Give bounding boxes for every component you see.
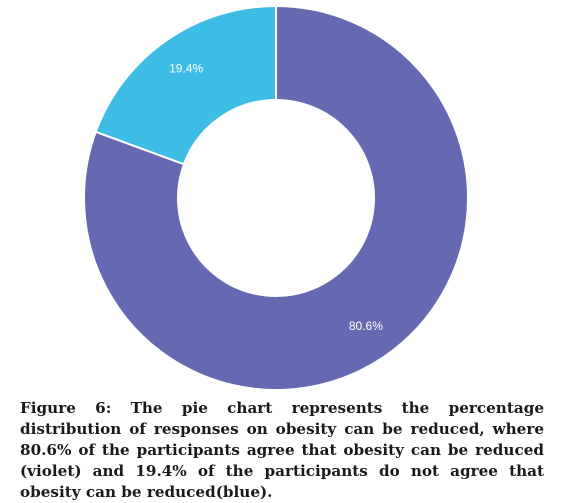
donut-chart: 80.6% 19.4% [83, 4, 469, 391]
donut-slice-1 [94, 4, 277, 166]
donut-slice-0 [83, 4, 469, 391]
figure-caption: Figure 6: The pie chart represents the p… [20, 399, 544, 501]
donut-slice-label-0: 80.6% [349, 319, 383, 333]
donut-slice-label-1: 19.4% [169, 61, 203, 75]
